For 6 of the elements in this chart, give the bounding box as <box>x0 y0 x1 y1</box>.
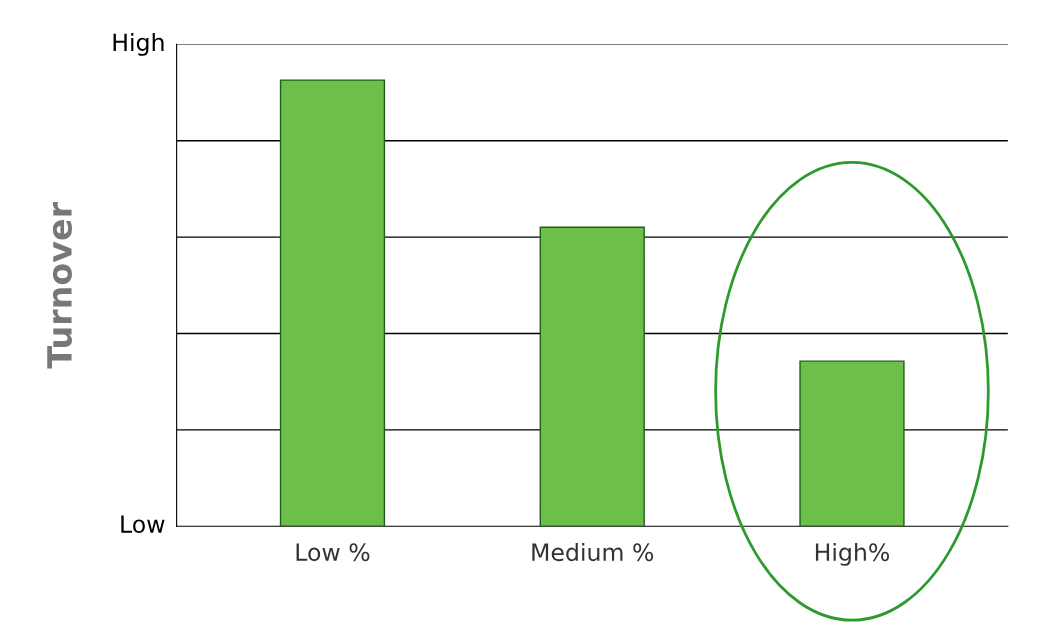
text: High <box>113 32 164 56</box>
y-axis-title: Turnover <box>47 202 73 369</box>
text: Low <box>121 515 165 534</box>
x-tick-label: Medium % <box>532 542 654 562</box>
x-tick-label: High% <box>815 542 890 566</box>
x-tick-label: Low % <box>296 543 370 562</box>
